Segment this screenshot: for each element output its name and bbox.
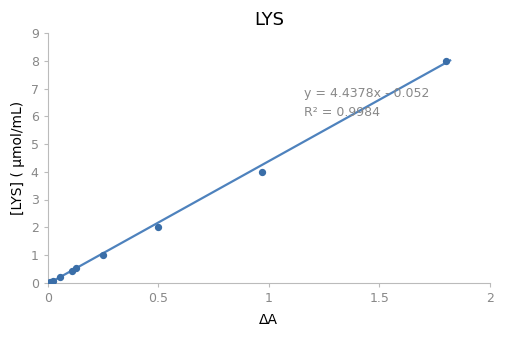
X-axis label: ΔA: ΔA [260, 313, 278, 327]
Y-axis label: [LYS] ( µmol/mL): [LYS] ( µmol/mL) [11, 101, 25, 215]
Text: y = 4.4378x - 0.052
R² = 0.9984: y = 4.4378x - 0.052 R² = 0.9984 [304, 87, 430, 119]
Point [72, 265, 80, 271]
Point [43, 280, 52, 285]
Point [68, 268, 76, 273]
Point [154, 224, 162, 230]
Point [258, 169, 266, 174]
Point [442, 58, 450, 64]
Title: LYS: LYS [254, 11, 284, 29]
Point [46, 279, 55, 285]
Point [99, 252, 107, 257]
Point [49, 278, 57, 284]
Point [56, 274, 64, 280]
